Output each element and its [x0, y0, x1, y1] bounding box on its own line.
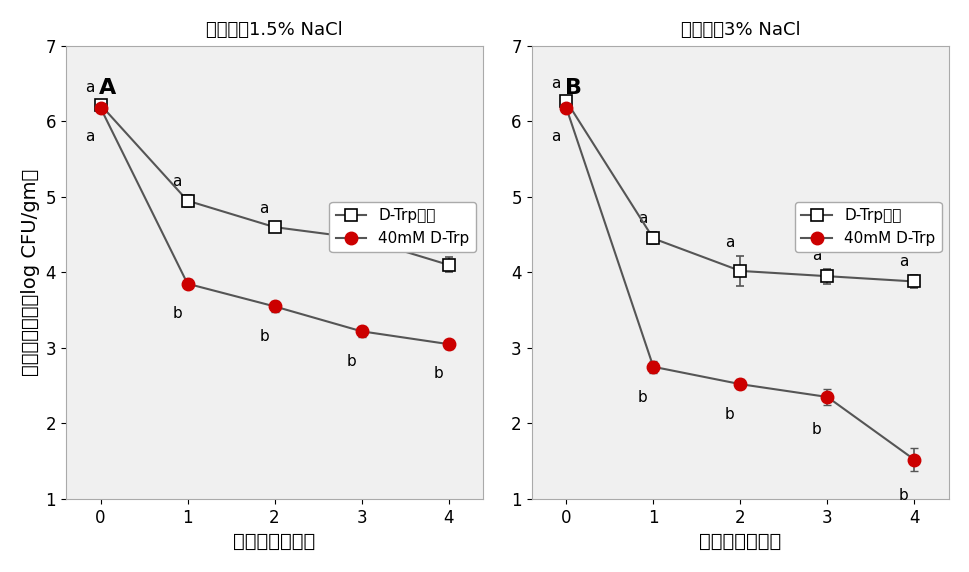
Title: チーズ。3% NaCl: チーズ。3% NaCl [680, 21, 799, 39]
Text: b: b [433, 366, 443, 381]
Y-axis label: 大腸菌生菌数（log CFU/gm）: 大腸菌生菌数（log CFU/gm） [20, 169, 40, 376]
Title: チーズ。1.5% NaCl: チーズ。1.5% NaCl [206, 21, 343, 39]
Text: A: A [99, 78, 116, 98]
Text: b: b [811, 422, 821, 437]
Text: a: a [346, 212, 356, 227]
Text: a: a [811, 248, 821, 263]
Text: b: b [172, 305, 182, 321]
Text: b: b [724, 407, 734, 422]
Legend: D-Trpなし, 40mM D-Trp: D-Trpなし, 40mM D-Trp [329, 202, 475, 252]
Text: a: a [550, 76, 560, 92]
Text: a: a [550, 129, 560, 144]
Text: a: a [259, 201, 268, 216]
Text: a: a [433, 236, 443, 251]
Text: B: B [564, 78, 581, 98]
Text: a: a [85, 129, 95, 144]
Text: a: a [172, 174, 181, 189]
Text: b: b [638, 390, 647, 405]
Legend: D-Trpなし, 40mM D-Trp: D-Trpなし, 40mM D-Trp [795, 202, 941, 252]
Text: a: a [725, 235, 734, 250]
Text: b: b [346, 354, 356, 369]
Text: a: a [638, 212, 647, 227]
Text: a: a [898, 255, 908, 269]
Text: b: b [898, 488, 908, 503]
Text: b: b [259, 329, 268, 344]
X-axis label: 保存期間（週）: 保存期間（週） [234, 532, 315, 551]
Text: a: a [85, 80, 95, 95]
X-axis label: 保存期間（週）: 保存期間（週） [699, 532, 781, 551]
